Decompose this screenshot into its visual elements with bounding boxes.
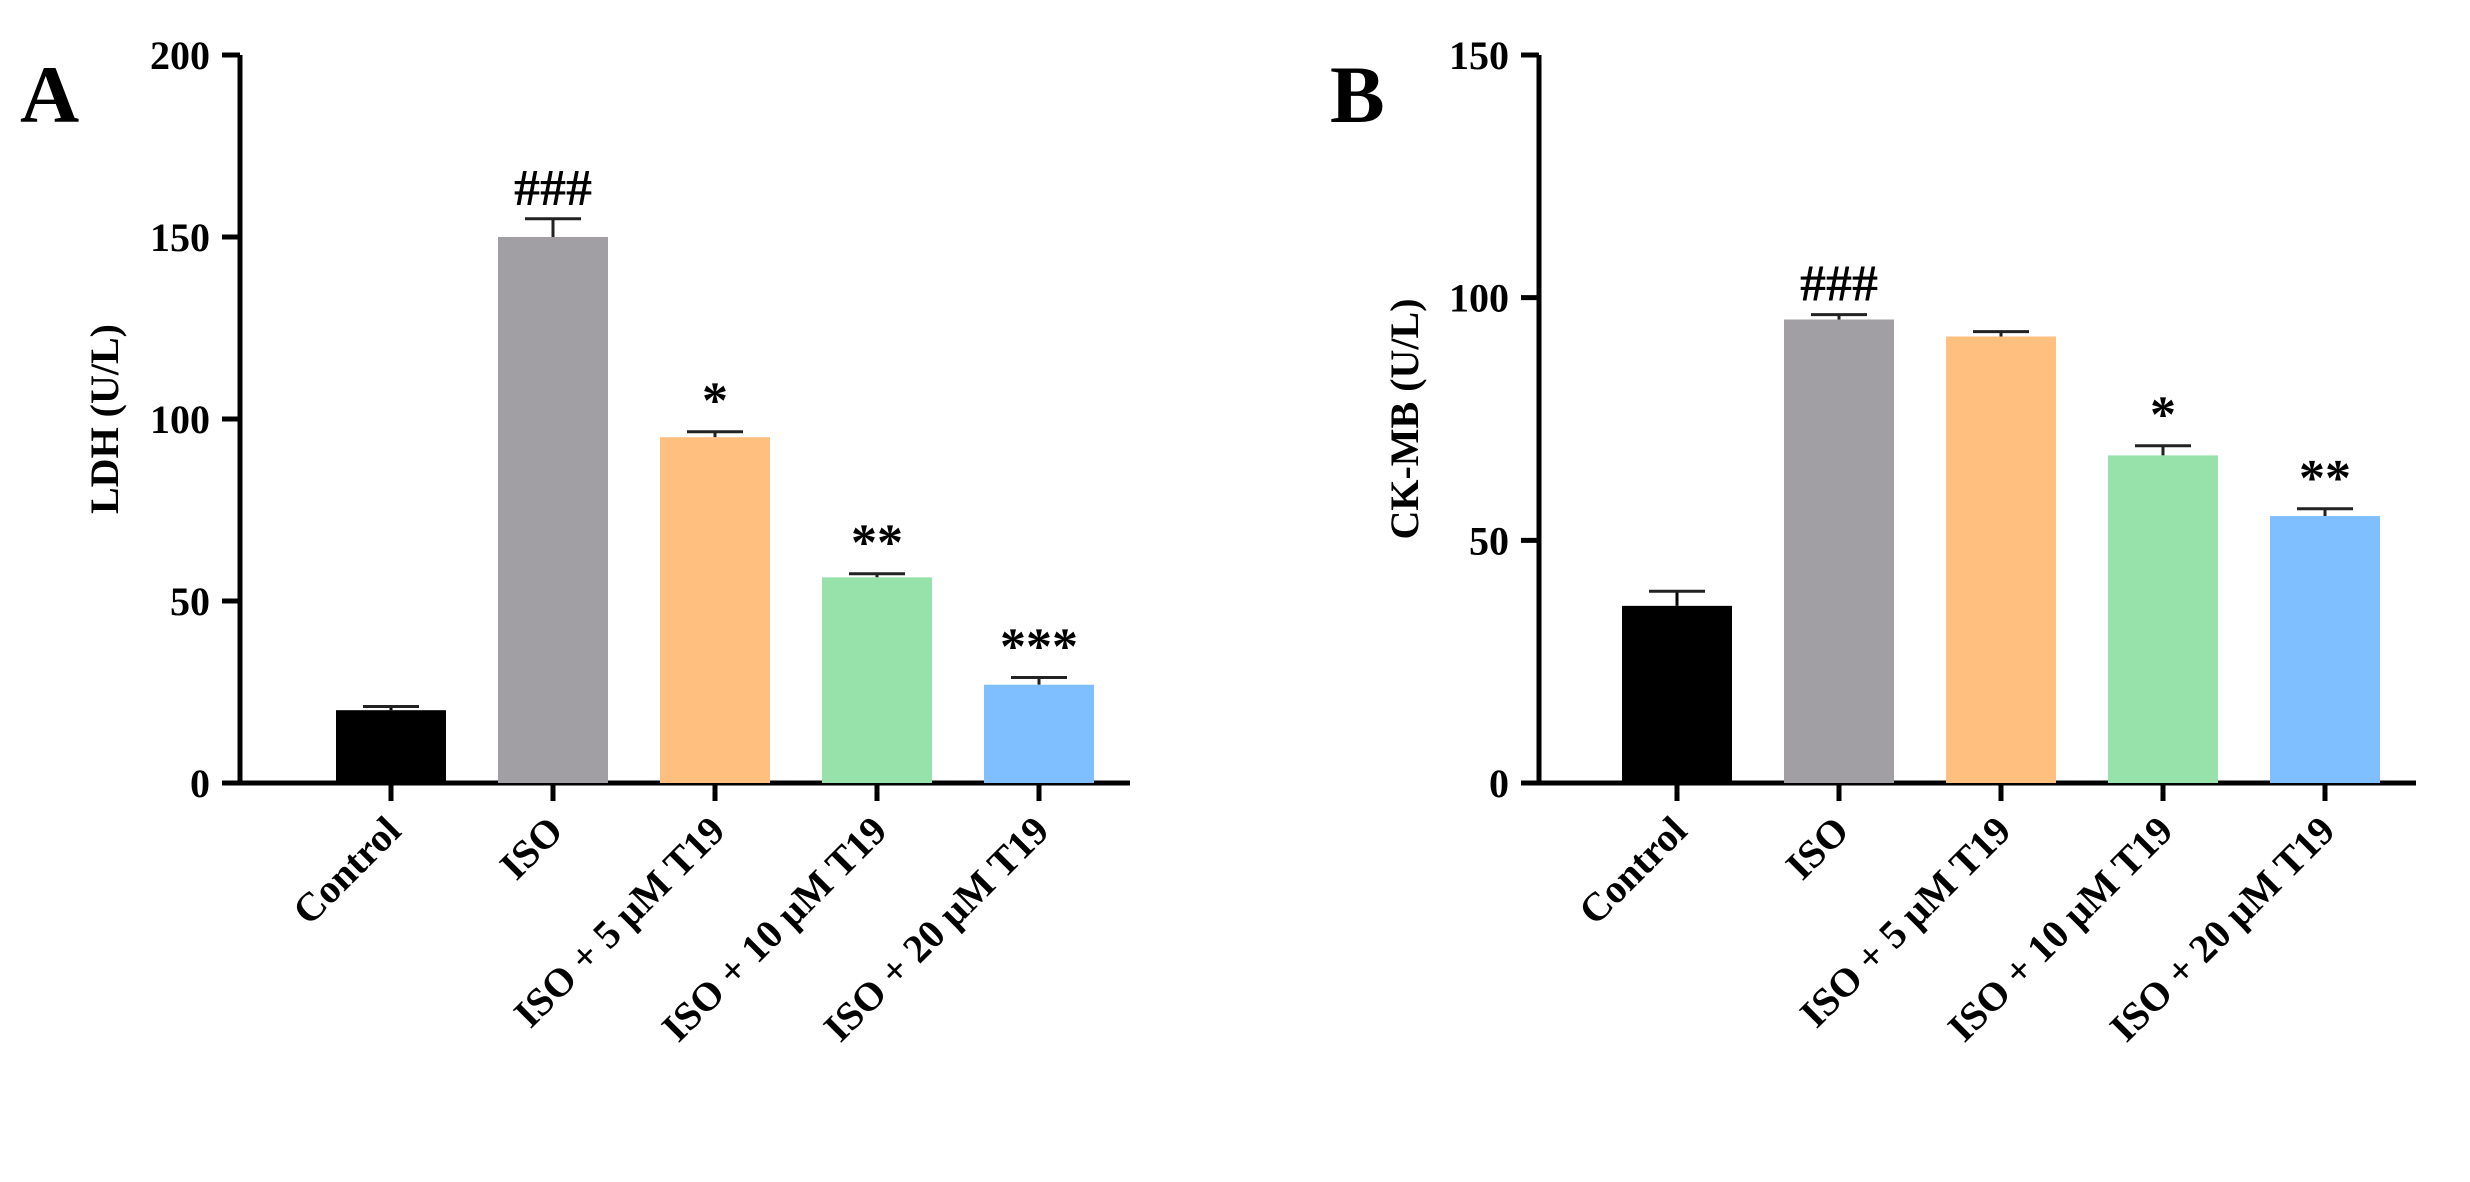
y-tick-label: 100 (1449, 276, 1509, 321)
y-tick-label: 0 (190, 761, 210, 806)
significance-label: ** (2299, 450, 2351, 507)
bar (2270, 516, 2380, 783)
significance-label: ### (514, 160, 592, 217)
significance-label: ### (1800, 256, 1878, 313)
bar (2108, 455, 2218, 783)
y-tick-label: 200 (150, 33, 210, 78)
bar (336, 710, 446, 783)
y-axis-label: CK-MB (U/L) (1382, 298, 1427, 539)
y-tick-label: 0 (1489, 761, 1509, 806)
x-tick-label: ISO (1777, 808, 1858, 889)
panel-letter: A (20, 49, 79, 140)
y-tick-label: 50 (1469, 518, 1509, 563)
panel-letter: B (1330, 49, 1385, 140)
x-tick-label: ISO (491, 808, 572, 889)
significance-label: * (2150, 387, 2176, 444)
bar (1622, 605, 1732, 783)
bar (984, 684, 1094, 783)
x-tick-label: Control (1570, 808, 1696, 934)
significance-label: ** (851, 515, 903, 572)
significance-label: * (702, 373, 728, 430)
y-tick-label: 100 (150, 397, 210, 442)
significance-label: *** (1000, 618, 1078, 675)
bar (498, 237, 608, 783)
bar (1946, 336, 2056, 783)
y-tick-label: 150 (1449, 33, 1509, 78)
x-tick-label: Control (284, 808, 410, 934)
y-tick-label: 50 (170, 579, 210, 624)
bar (822, 577, 932, 783)
bar (660, 437, 770, 783)
y-tick-label: 150 (150, 215, 210, 260)
y-axis-label: LDH (U/L) (82, 324, 127, 514)
bar (1784, 319, 1894, 783)
